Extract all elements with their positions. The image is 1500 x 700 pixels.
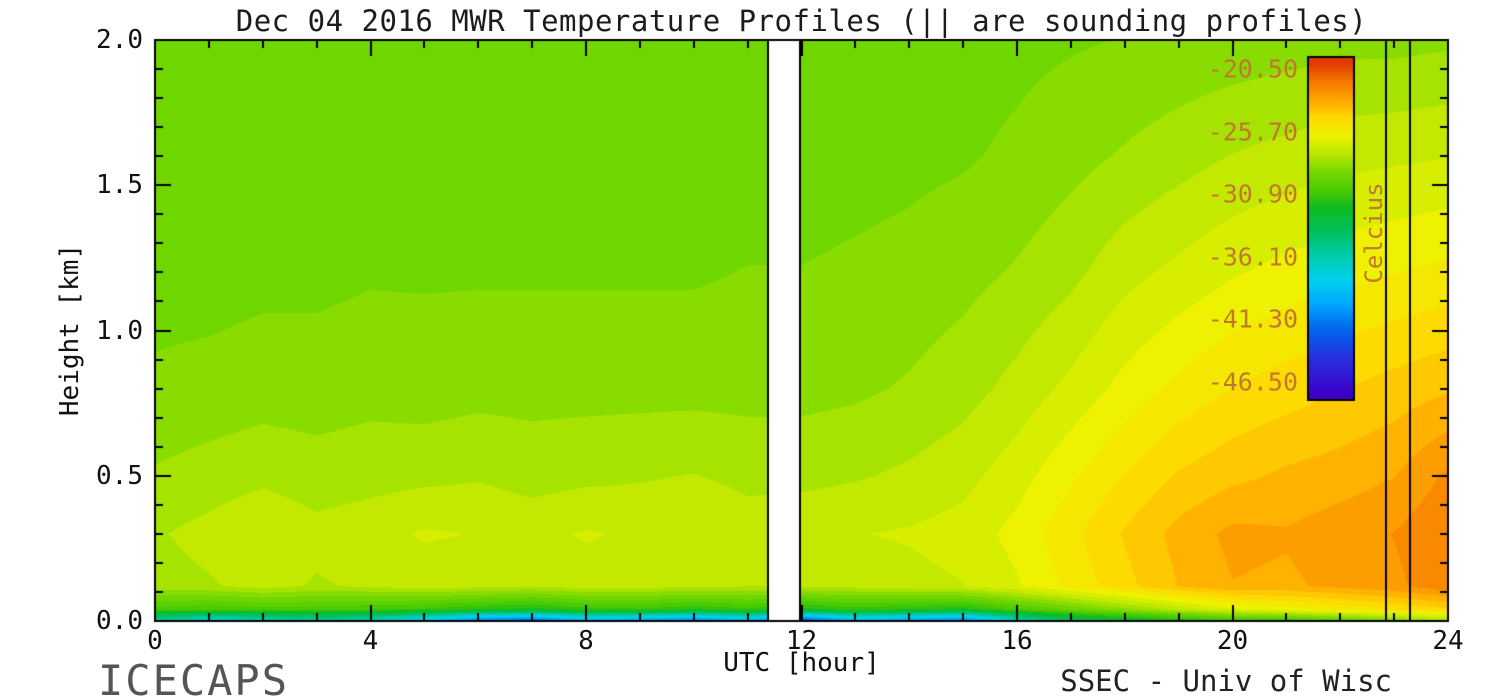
- x-tick-label: 4: [362, 626, 379, 656]
- y-tick-label: 0.0: [96, 606, 143, 636]
- colorbar-tick-label: -20.50: [1207, 54, 1298, 84]
- x-tick-label: 8: [578, 626, 594, 656]
- y-tick-label: 1.0: [96, 315, 143, 346]
- x-tick-label: 20: [1216, 626, 1249, 656]
- colorbar-tick-label: -36.10: [1207, 242, 1298, 272]
- ssec-credit: SSEC - Univ of Wisc: [1060, 664, 1392, 698]
- x-tick-label: 0: [147, 626, 163, 656]
- x-tick-label: 16: [1001, 626, 1033, 656]
- x-tick-label: 24: [1432, 626, 1464, 656]
- x-axis-label: UTC [hour]: [723, 648, 880, 678]
- icecaps-watermark: ICECAPS: [98, 656, 290, 700]
- y-tick-label: 0.5: [96, 460, 143, 491]
- x-tick-label: 12: [785, 626, 818, 656]
- colorbar-unit-label: Celcius: [1360, 182, 1388, 284]
- colorbar-tick-label: -30.90: [1207, 179, 1298, 209]
- y-tick-label: 2.0: [96, 25, 143, 55]
- chart-title: Dec 04 2016 MWR Temperature Profiles (||…: [235, 4, 1368, 38]
- colorbar-tick-label: -46.50: [1207, 367, 1298, 397]
- colorbar-tick-label: -25.70: [1207, 117, 1298, 147]
- y-tick-label: 1.5: [96, 170, 143, 201]
- colorbar-tick-label: -41.30: [1207, 304, 1298, 334]
